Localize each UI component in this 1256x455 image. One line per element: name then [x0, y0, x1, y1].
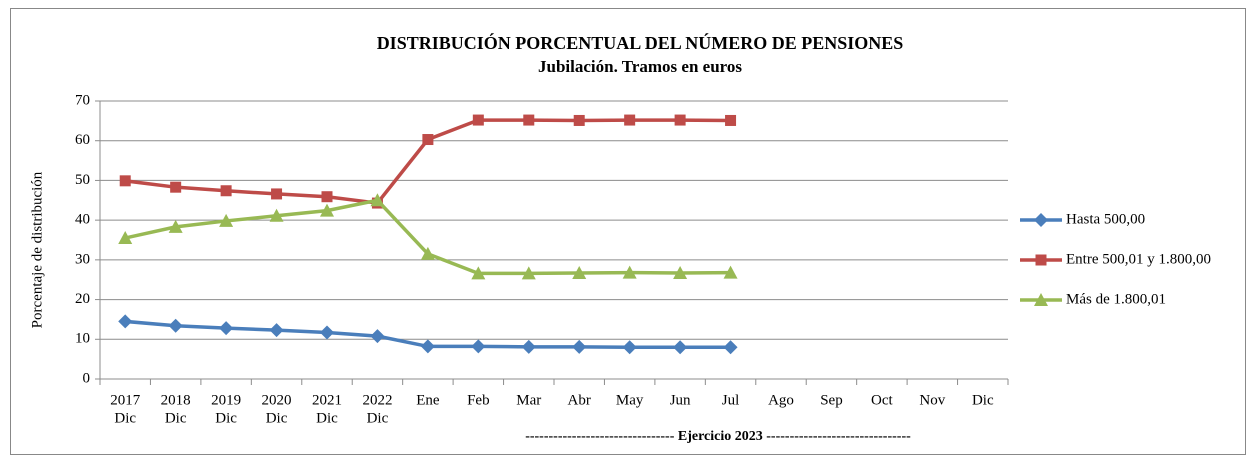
y-tick-label: 10 [75, 331, 90, 347]
chart-subtitle: Jubilación. Tramos en euros [538, 57, 742, 76]
point [118, 314, 133, 329]
point [420, 339, 435, 354]
x-tick-label: Dic [114, 410, 136, 426]
y-tick-label: 20 [75, 291, 90, 307]
point [321, 191, 333, 203]
point [521, 266, 536, 280]
chart-frame [10, 8, 1246, 455]
x-tick-label: Sep [820, 392, 843, 408]
point [422, 134, 434, 146]
x-tick-label: 2017 [110, 392, 141, 408]
point [320, 325, 334, 340]
legend-label: Entre 500,01 y 1.800,00 [1066, 251, 1211, 267]
point [320, 203, 334, 217]
legend-label: Hasta 500,00 [1066, 211, 1145, 227]
x-tick-label: May [616, 392, 644, 408]
point [572, 339, 587, 354]
chart-title: DISTRIBUCIÓN PORCENTUAL DEL NÚMERO DE PE… [377, 32, 904, 53]
x-tick-label: Dic [266, 410, 288, 426]
x-tick-label: 2021 [312, 392, 342, 408]
point [622, 265, 637, 279]
x-tick-label: Feb [467, 392, 490, 408]
y-tick-label: 50 [75, 172, 90, 188]
x-tick-label: Dic [165, 410, 187, 426]
legend-marker [1034, 213, 1048, 227]
point [269, 208, 284, 222]
point [472, 114, 484, 126]
point [420, 246, 435, 260]
x-tick-label: 2019 [211, 392, 241, 408]
point [168, 318, 183, 333]
point [269, 323, 284, 338]
y-tick-label: 0 [83, 370, 91, 386]
point [673, 340, 688, 355]
y-tick-label: 60 [75, 132, 90, 148]
x-tick-label: 2018 [161, 392, 191, 408]
annotation: -------------------------------- Ejercic… [525, 429, 911, 444]
point [170, 181, 182, 193]
x-tick-label: Oct [871, 392, 893, 408]
legend-label: Más de 1.800,01 [1066, 291, 1166, 307]
x-tick-label: Jul [722, 392, 740, 408]
point [521, 339, 536, 354]
point [573, 114, 585, 126]
point [370, 329, 385, 344]
legend-marker [1035, 254, 1047, 266]
point [471, 266, 486, 280]
y-tick-label: 70 [75, 92, 90, 108]
x-tick-label: 2022 [362, 392, 392, 408]
point [572, 265, 587, 279]
point [622, 340, 637, 355]
x-tick-label: Dic [367, 410, 389, 426]
point [118, 231, 133, 245]
x-tick-label: Ene [416, 392, 440, 408]
x-tick-label: Abr [568, 392, 591, 408]
y-tick-label: 40 [75, 212, 90, 228]
point [725, 114, 737, 126]
point [370, 193, 385, 207]
y-axis-label: Porcentaje de distribución [29, 171, 45, 328]
point [723, 340, 738, 355]
y-tick-label: 30 [75, 251, 90, 267]
x-tick-label: Mar [516, 392, 541, 408]
point [673, 265, 688, 279]
point [271, 188, 283, 200]
x-tick-label: Nov [919, 392, 945, 408]
point [523, 114, 535, 126]
x-tick-label: Dic [972, 392, 994, 408]
x-tick-label: Dic [215, 410, 237, 426]
x-tick-label: 2020 [262, 392, 292, 408]
x-tick-label: Jun [670, 392, 691, 408]
point [219, 321, 234, 336]
point [624, 114, 636, 126]
point [219, 213, 234, 227]
point [220, 185, 232, 197]
point [471, 339, 486, 354]
x-tick-label: Dic [316, 410, 338, 426]
point [119, 175, 131, 187]
point [674, 114, 686, 126]
point [723, 265, 738, 279]
legend-marker [1034, 293, 1048, 306]
point [168, 219, 183, 233]
x-tick-label: Ago [768, 392, 794, 408]
